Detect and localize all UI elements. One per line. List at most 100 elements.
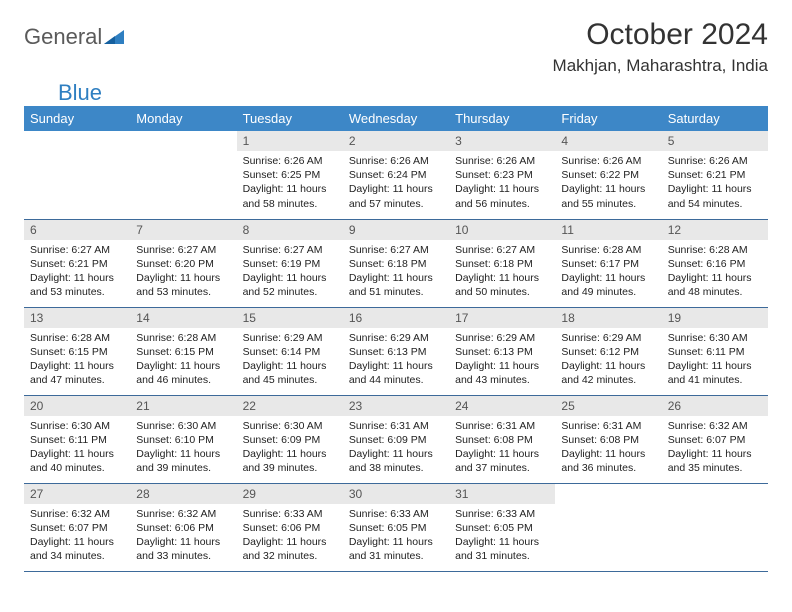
calendar-day: 14Sunrise: 6:28 AMSunset: 6:15 PMDayligh… — [130, 307, 236, 395]
day-details: Sunrise: 6:26 AMSunset: 6:25 PMDaylight:… — [237, 151, 343, 215]
day-number: 17 — [449, 308, 555, 328]
month-title: October 2024 — [553, 18, 768, 52]
calendar-empty — [555, 483, 661, 571]
day-number: 20 — [24, 396, 130, 416]
day-details: Sunrise: 6:26 AMSunset: 6:22 PMDaylight:… — [555, 151, 661, 215]
calendar-day: 21Sunrise: 6:30 AMSunset: 6:10 PMDayligh… — [130, 395, 236, 483]
day-number: 25 — [555, 396, 661, 416]
day-number: 30 — [343, 484, 449, 504]
calendar-day: 27Sunrise: 6:32 AMSunset: 6:07 PMDayligh… — [24, 483, 130, 571]
day-details: Sunrise: 6:28 AMSunset: 6:15 PMDaylight:… — [24, 328, 130, 392]
day-details: Sunrise: 6:30 AMSunset: 6:11 PMDaylight:… — [24, 416, 130, 480]
calendar-day: 3Sunrise: 6:26 AMSunset: 6:23 PMDaylight… — [449, 131, 555, 219]
calendar-empty — [24, 131, 130, 219]
day-details: Sunrise: 6:27 AMSunset: 6:18 PMDaylight:… — [449, 240, 555, 304]
day-number: 22 — [237, 396, 343, 416]
calendar-day: 26Sunrise: 6:32 AMSunset: 6:07 PMDayligh… — [662, 395, 768, 483]
day-number: 6 — [24, 220, 130, 240]
calendar-day: 29Sunrise: 6:33 AMSunset: 6:06 PMDayligh… — [237, 483, 343, 571]
calendar-day: 1Sunrise: 6:26 AMSunset: 6:25 PMDaylight… — [237, 131, 343, 219]
day-details: Sunrise: 6:29 AMSunset: 6:14 PMDaylight:… — [237, 328, 343, 392]
calendar-day: 24Sunrise: 6:31 AMSunset: 6:08 PMDayligh… — [449, 395, 555, 483]
day-number: 28 — [130, 484, 236, 504]
day-details: Sunrise: 6:27 AMSunset: 6:18 PMDaylight:… — [343, 240, 449, 304]
day-number: 29 — [237, 484, 343, 504]
day-number: 24 — [449, 396, 555, 416]
day-number: 8 — [237, 220, 343, 240]
day-number: 23 — [343, 396, 449, 416]
calendar-day: 28Sunrise: 6:32 AMSunset: 6:06 PMDayligh… — [130, 483, 236, 571]
day-details: Sunrise: 6:26 AMSunset: 6:21 PMDaylight:… — [662, 151, 768, 215]
calendar-empty — [662, 483, 768, 571]
day-details: Sunrise: 6:32 AMSunset: 6:07 PMDaylight:… — [662, 416, 768, 480]
day-details: Sunrise: 6:26 AMSunset: 6:24 PMDaylight:… — [343, 151, 449, 215]
day-number: 12 — [662, 220, 768, 240]
calendar-day: 19Sunrise: 6:30 AMSunset: 6:11 PMDayligh… — [662, 307, 768, 395]
weekday-header: Thursday — [449, 106, 555, 131]
calendar-day: 15Sunrise: 6:29 AMSunset: 6:14 PMDayligh… — [237, 307, 343, 395]
day-number: 21 — [130, 396, 236, 416]
day-number: 1 — [237, 131, 343, 151]
weekday-header: Friday — [555, 106, 661, 131]
calendar-day: 31Sunrise: 6:33 AMSunset: 6:05 PMDayligh… — [449, 483, 555, 571]
day-details: Sunrise: 6:27 AMSunset: 6:20 PMDaylight:… — [130, 240, 236, 304]
day-details: Sunrise: 6:30 AMSunset: 6:11 PMDaylight:… — [662, 328, 768, 392]
day-number: 15 — [237, 308, 343, 328]
calendar-day: 17Sunrise: 6:29 AMSunset: 6:13 PMDayligh… — [449, 307, 555, 395]
day-number: 2 — [343, 131, 449, 151]
day-number: 10 — [449, 220, 555, 240]
calendar-empty — [130, 131, 236, 219]
day-details: Sunrise: 6:33 AMSunset: 6:05 PMDaylight:… — [449, 504, 555, 568]
day-number: 16 — [343, 308, 449, 328]
day-details: Sunrise: 6:32 AMSunset: 6:07 PMDaylight:… — [24, 504, 130, 568]
day-details: Sunrise: 6:33 AMSunset: 6:05 PMDaylight:… — [343, 504, 449, 568]
day-details: Sunrise: 6:29 AMSunset: 6:13 PMDaylight:… — [343, 328, 449, 392]
day-details: Sunrise: 6:26 AMSunset: 6:23 PMDaylight:… — [449, 151, 555, 215]
day-number: 3 — [449, 131, 555, 151]
calendar-day: 4Sunrise: 6:26 AMSunset: 6:22 PMDaylight… — [555, 131, 661, 219]
day-number: 18 — [555, 308, 661, 328]
day-details: Sunrise: 6:29 AMSunset: 6:12 PMDaylight:… — [555, 328, 661, 392]
calendar-day: 18Sunrise: 6:29 AMSunset: 6:12 PMDayligh… — [555, 307, 661, 395]
calendar-day: 5Sunrise: 6:26 AMSunset: 6:21 PMDaylight… — [662, 131, 768, 219]
calendar-day: 22Sunrise: 6:30 AMSunset: 6:09 PMDayligh… — [237, 395, 343, 483]
calendar-day: 9Sunrise: 6:27 AMSunset: 6:18 PMDaylight… — [343, 219, 449, 307]
calendar-day: 16Sunrise: 6:29 AMSunset: 6:13 PMDayligh… — [343, 307, 449, 395]
day-details: Sunrise: 6:28 AMSunset: 6:16 PMDaylight:… — [662, 240, 768, 304]
day-details: Sunrise: 6:30 AMSunset: 6:10 PMDaylight:… — [130, 416, 236, 480]
day-number: 4 — [555, 131, 661, 151]
weekday-header: Wednesday — [343, 106, 449, 131]
calendar-table: SundayMondayTuesdayWednesdayThursdayFrid… — [24, 106, 768, 572]
logo: General — [24, 24, 126, 50]
day-details: Sunrise: 6:28 AMSunset: 6:17 PMDaylight:… — [555, 240, 661, 304]
day-details: Sunrise: 6:31 AMSunset: 6:08 PMDaylight:… — [555, 416, 661, 480]
weekday-header: Monday — [130, 106, 236, 131]
calendar-day: 7Sunrise: 6:27 AMSunset: 6:20 PMDaylight… — [130, 219, 236, 307]
day-details: Sunrise: 6:32 AMSunset: 6:06 PMDaylight:… — [130, 504, 236, 568]
calendar-day: 23Sunrise: 6:31 AMSunset: 6:09 PMDayligh… — [343, 395, 449, 483]
day-number: 26 — [662, 396, 768, 416]
calendar-day: 2Sunrise: 6:26 AMSunset: 6:24 PMDaylight… — [343, 131, 449, 219]
day-details: Sunrise: 6:27 AMSunset: 6:19 PMDaylight:… — [237, 240, 343, 304]
day-number: 5 — [662, 131, 768, 151]
day-number: 14 — [130, 308, 236, 328]
weekday-header: Saturday — [662, 106, 768, 131]
day-details: Sunrise: 6:31 AMSunset: 6:09 PMDaylight:… — [343, 416, 449, 480]
calendar-day: 12Sunrise: 6:28 AMSunset: 6:16 PMDayligh… — [662, 219, 768, 307]
day-number: 7 — [130, 220, 236, 240]
calendar-day: 30Sunrise: 6:33 AMSunset: 6:05 PMDayligh… — [343, 483, 449, 571]
day-number: 31 — [449, 484, 555, 504]
calendar-day: 13Sunrise: 6:28 AMSunset: 6:15 PMDayligh… — [24, 307, 130, 395]
calendar-day: 20Sunrise: 6:30 AMSunset: 6:11 PMDayligh… — [24, 395, 130, 483]
day-details: Sunrise: 6:33 AMSunset: 6:06 PMDaylight:… — [237, 504, 343, 568]
location-text: Makhjan, Maharashtra, India — [553, 56, 768, 76]
calendar-day: 25Sunrise: 6:31 AMSunset: 6:08 PMDayligh… — [555, 395, 661, 483]
calendar-day: 11Sunrise: 6:28 AMSunset: 6:17 PMDayligh… — [555, 219, 661, 307]
calendar-day: 8Sunrise: 6:27 AMSunset: 6:19 PMDaylight… — [237, 219, 343, 307]
day-number: 13 — [24, 308, 130, 328]
day-details: Sunrise: 6:31 AMSunset: 6:08 PMDaylight:… — [449, 416, 555, 480]
weekday-header: Sunday — [24, 106, 130, 131]
day-number: 11 — [555, 220, 661, 240]
header: General October 2024 Makhjan, Maharashtr… — [24, 18, 768, 76]
calendar-day: 10Sunrise: 6:27 AMSunset: 6:18 PMDayligh… — [449, 219, 555, 307]
